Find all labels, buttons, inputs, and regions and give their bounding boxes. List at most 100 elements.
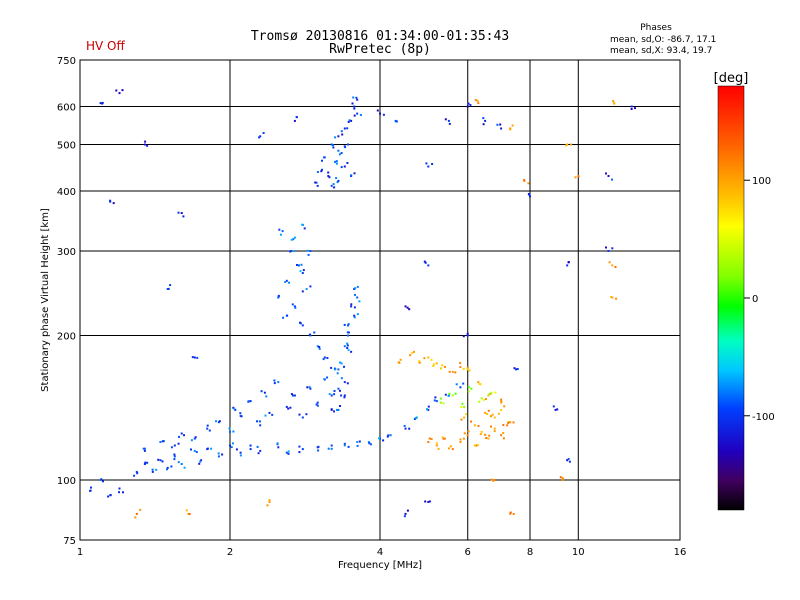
echo-point xyxy=(135,470,138,473)
echo-point xyxy=(434,396,437,399)
echo-point xyxy=(332,183,335,186)
echo-point xyxy=(358,300,361,303)
y-tick-label-6: 600 xyxy=(57,103,76,114)
x-tick-label-2: 4 xyxy=(377,547,383,558)
echo-point xyxy=(293,305,296,308)
echo-point xyxy=(502,432,505,434)
echo-point xyxy=(462,368,465,370)
echo-point xyxy=(509,511,512,514)
echo-point xyxy=(350,303,353,306)
echo-point xyxy=(343,444,346,447)
echo-point xyxy=(368,442,371,445)
echo-point xyxy=(500,408,503,411)
echo-point xyxy=(484,433,487,436)
echo-point xyxy=(256,420,258,423)
echo-point xyxy=(447,119,450,122)
echo-point xyxy=(404,512,407,515)
echo-point xyxy=(170,446,173,449)
echo-point xyxy=(294,306,297,309)
echo-point xyxy=(463,416,466,419)
echo-point xyxy=(133,474,136,477)
echo-point xyxy=(379,112,381,115)
echo-point xyxy=(404,305,407,308)
echo-point xyxy=(506,424,509,427)
echo-point xyxy=(316,184,319,187)
echo-point xyxy=(193,449,196,452)
echo-point xyxy=(193,356,196,359)
echo-point xyxy=(277,296,280,299)
echo-point xyxy=(350,119,353,122)
echo-point xyxy=(230,446,233,449)
echo-point xyxy=(334,136,337,139)
echo-point xyxy=(232,442,234,445)
echo-point xyxy=(249,448,252,451)
echo-point xyxy=(290,393,293,396)
echo-point xyxy=(185,509,188,512)
echo-point xyxy=(188,513,191,515)
echo-point xyxy=(399,358,402,361)
echo-point xyxy=(500,127,503,130)
echo-point xyxy=(340,166,343,169)
echo-point xyxy=(461,402,464,405)
echo-point xyxy=(335,160,338,163)
echo-point xyxy=(433,399,436,402)
echo-point xyxy=(228,427,231,430)
echo-point xyxy=(430,438,433,440)
echo-point xyxy=(343,396,346,399)
echo-point xyxy=(247,400,250,403)
echo-point xyxy=(500,434,503,437)
echo-point xyxy=(291,303,294,306)
echo-point xyxy=(330,444,333,447)
echo-point xyxy=(309,285,312,288)
echo-point xyxy=(337,387,340,390)
cluster-0 xyxy=(89,382,465,498)
echo-point xyxy=(302,269,305,272)
echo-point xyxy=(118,92,121,95)
echo-point xyxy=(466,334,469,337)
echo-point xyxy=(343,442,346,445)
echo-point xyxy=(451,394,454,397)
echo-point xyxy=(439,397,442,400)
echo-point xyxy=(177,442,180,445)
echo-point xyxy=(346,347,349,349)
echo-point xyxy=(467,430,470,433)
echo-point xyxy=(346,342,349,345)
echo-point xyxy=(328,393,331,395)
echo-point xyxy=(448,392,451,395)
echo-point xyxy=(343,381,346,384)
echo-point xyxy=(448,122,451,125)
echo-point xyxy=(305,288,308,290)
echo-point xyxy=(347,331,350,334)
x-tick-label-5: 10 xyxy=(572,547,585,558)
echo-point xyxy=(333,390,336,392)
echo-point xyxy=(499,123,502,126)
echo-point xyxy=(427,501,430,503)
echo-point xyxy=(276,442,279,445)
echo-point xyxy=(210,447,213,450)
echo-point xyxy=(494,391,497,394)
echo-point xyxy=(451,370,454,373)
legend-title: Phases xyxy=(640,23,672,33)
echo-point xyxy=(173,453,176,456)
echo-point xyxy=(567,261,570,264)
echo-point xyxy=(435,400,438,403)
echo-point xyxy=(101,480,104,483)
echo-point xyxy=(239,451,242,454)
echo-point xyxy=(260,390,263,393)
echo-point xyxy=(296,264,298,266)
echo-point xyxy=(467,390,470,393)
echo-point xyxy=(161,440,164,443)
echo-point xyxy=(613,102,616,105)
echo-point xyxy=(484,411,487,414)
echo-point xyxy=(424,261,427,264)
echo-point xyxy=(353,306,356,309)
echo-point xyxy=(166,466,169,469)
echo-point xyxy=(268,499,271,502)
echo-point xyxy=(299,270,302,273)
echo-point xyxy=(337,408,340,411)
echo-point xyxy=(482,123,485,126)
echo-point xyxy=(277,381,280,384)
echo-point xyxy=(163,440,165,443)
echo-point xyxy=(443,366,446,368)
echo-point xyxy=(500,400,503,403)
